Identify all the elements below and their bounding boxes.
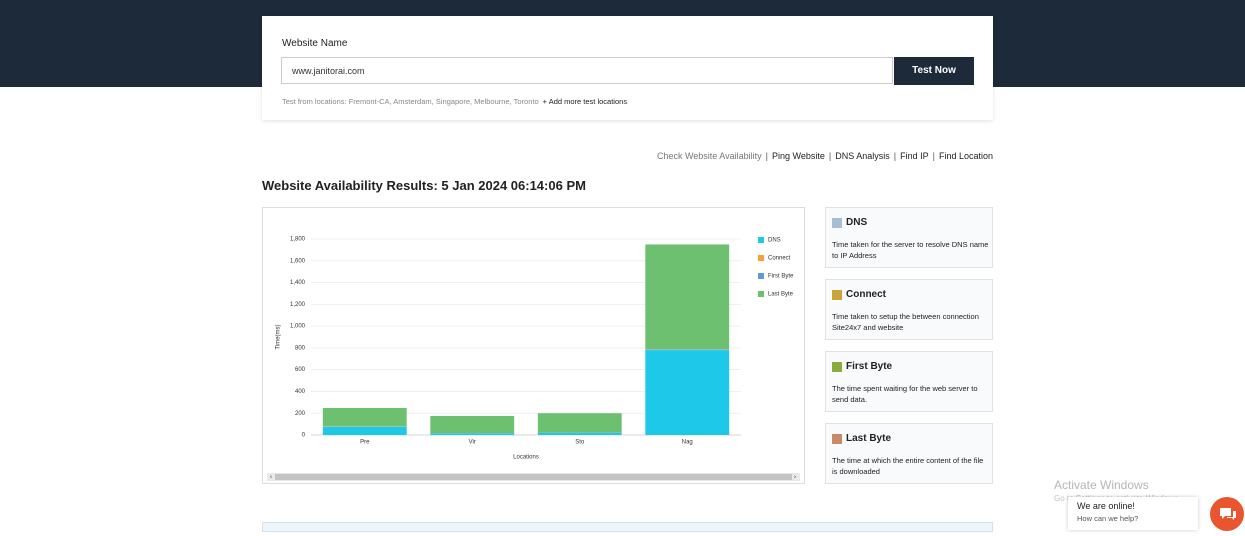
- y-tick-label: 0: [302, 433, 306, 439]
- link[interactable]: Ping Website: [762, 151, 825, 161]
- link[interactable]: Find Location: [929, 151, 993, 161]
- bar-segment: [538, 413, 622, 432]
- y-axis-label: Time(ms): [276, 324, 282, 349]
- add-locations[interactable]: + Add more test locations: [543, 97, 627, 106]
- scroll-right[interactable]: ›: [794, 475, 796, 481]
- y-tick-label: 600: [295, 367, 306, 373]
- url-input[interactable]: www.janitorai.com: [281, 57, 893, 84]
- results-table-edge: [262, 522, 993, 532]
- chat-title: We are online!: [1077, 501, 1135, 511]
- y-tick-label: 400: [295, 389, 306, 395]
- test-card: Website Name www.janitorai.com Test Now …: [262, 16, 993, 120]
- legend-swatch: [758, 273, 764, 279]
- field-label: Website Name: [282, 38, 347, 49]
- x-tick-label: Vir: [469, 440, 476, 446]
- legend-label: DNS: [768, 238, 781, 244]
- legend-card: First Byte The time spent waiting for the…: [825, 351, 993, 412]
- chart-box: ‹ › 0 200 400 600 800 1,000 1,200 1,400 1,600 1,8…: [262, 207, 805, 484]
- y-tick-label: 1,200: [290, 302, 306, 308]
- x-axis-label: Locations: [513, 455, 539, 461]
- locations: Test from locations: Fremont-CA, Amsterd…: [282, 97, 627, 106]
- bar-segment: [430, 416, 514, 433]
- y-tick-label: 1,800: [290, 237, 306, 243]
- y-tick-label: 1,400: [290, 280, 306, 286]
- scroll-left[interactable]: ‹: [270, 475, 272, 481]
- bar-segment: [645, 244, 729, 349]
- legend-swatch: [758, 237, 764, 243]
- bar-segment: [645, 349, 729, 350]
- chart: ‹ › 0 200 400 600 800 1,000 1,200 1,400 1,600 1,8…: [263, 208, 804, 483]
- scrollbar-thumb[interactable]: [275, 474, 792, 480]
- bar-segment: [538, 433, 622, 435]
- bar-segment: [323, 427, 407, 435]
- card-desc: Time taken to setup the between connecti…: [832, 311, 990, 333]
- legend-label: Last Byte: [768, 292, 794, 298]
- x-tick-label: Nag: [682, 440, 693, 446]
- card-swatch: [832, 434, 842, 444]
- legend-swatch: [758, 255, 764, 261]
- locations-text: Test from locations: Fremont-CA, Amsterd…: [282, 97, 539, 106]
- card-title: Last Byte: [846, 433, 891, 444]
- card-swatch: [832, 290, 842, 300]
- bar-segment: [323, 408, 407, 426]
- card-desc: The time at which the entire content of …: [832, 455, 990, 477]
- chat-button[interactable]: [1210, 497, 1244, 531]
- legend-card: Connect Time taken to setup the between c…: [825, 279, 993, 340]
- test-button[interactable]: Test Now: [894, 57, 974, 85]
- bar-segment: [645, 350, 729, 435]
- y-tick-label: 800: [295, 345, 306, 351]
- x-tick-label: Sto: [575, 440, 585, 446]
- card-desc: The time spent waiting for the web serve…: [832, 383, 990, 405]
- legend-card: Last Byte The time at which the entire co…: [825, 423, 993, 484]
- card-title: Connect: [846, 289, 886, 300]
- y-tick-label: 1,600: [290, 258, 306, 264]
- watermark: Activate Windows: [1054, 478, 1149, 492]
- legend-card: DNS Time taken for the server to resolve …: [825, 207, 993, 268]
- chat-sub: How can we help?: [1077, 514, 1138, 523]
- link[interactable]: Check Website Availability: [657, 151, 762, 161]
- tool-links: Check Website AvailabilityPing WebsiteDN…: [657, 151, 993, 161]
- x-tick-label: Pre: [360, 440, 370, 446]
- link[interactable]: Find IP: [890, 151, 929, 161]
- card-swatch: [832, 218, 842, 228]
- card-title: DNS: [846, 217, 867, 228]
- chat-icon: [1210, 497, 1244, 531]
- card-title: First Byte: [846, 361, 892, 372]
- results-title: Website Availability Results: 5 Jan 2024…: [262, 178, 586, 193]
- y-tick-label: 1,000: [290, 324, 306, 330]
- legend-label: Connect: [768, 256, 791, 262]
- bar-segment: [430, 433, 514, 435]
- legend-label: First Byte: [768, 274, 794, 280]
- legend-swatch: [758, 291, 764, 297]
- chat-box[interactable]: We are online! How can we help?: [1068, 497, 1198, 530]
- link[interactable]: DNS Analysis: [825, 151, 890, 161]
- y-tick-label: 200: [295, 411, 306, 417]
- card-swatch: [832, 362, 842, 372]
- card-desc: Time taken for the server to resolve DNS…: [832, 239, 990, 261]
